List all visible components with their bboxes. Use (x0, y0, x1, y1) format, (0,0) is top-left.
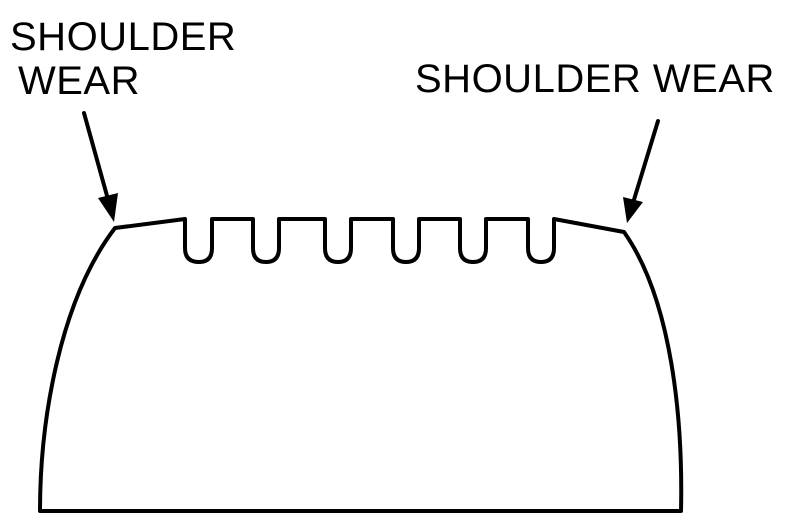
right-arrow-head (623, 197, 643, 223)
tire-cross-section (38, 217, 684, 513)
right-arrow (623, 119, 660, 223)
left-arrow-head (98, 193, 118, 222)
right-arrow-shaft (631, 119, 660, 205)
left-label-line1: SHOULDER (10, 15, 236, 59)
left-arrow-shaft (82, 111, 111, 205)
right-label: SHOULDER WEAR (415, 57, 775, 101)
left-label-line2: WEAR (18, 59, 140, 103)
left-arrow (82, 111, 118, 222)
